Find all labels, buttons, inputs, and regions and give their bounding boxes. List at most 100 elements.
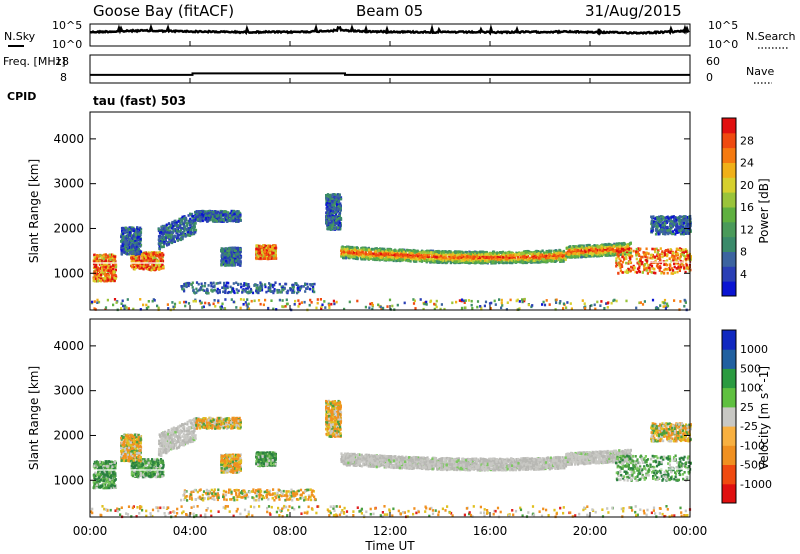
range-cell	[469, 260, 472, 264]
range-cell	[142, 259, 146, 262]
range-cell	[188, 219, 191, 223]
range-cell	[135, 252, 139, 255]
range-cell	[263, 257, 266, 260]
range-cell	[102, 254, 105, 257]
range-cell	[332, 197, 335, 200]
range-cell	[544, 260, 547, 264]
range-cell	[183, 215, 186, 218]
range-cell	[100, 271, 103, 275]
range-cell	[184, 220, 187, 223]
range-cell	[585, 244, 588, 247]
range-cell	[167, 234, 170, 237]
range-cell	[583, 250, 587, 254]
range-cell	[113, 264, 116, 268]
range-cell	[622, 243, 625, 246]
range-cell	[236, 246, 239, 250]
range-cell	[231, 246, 234, 250]
range-cell	[236, 257, 239, 260]
range-cell	[515, 253, 518, 256]
range-cell	[104, 277, 107, 280]
range-cell	[267, 253, 270, 257]
range-cell	[184, 235, 187, 238]
range-cell	[191, 212, 194, 216]
range-cell	[504, 260, 507, 263]
range-cell	[106, 276, 109, 280]
range-cell	[151, 252, 154, 256]
range-cell	[570, 251, 573, 255]
range-cell	[335, 210, 338, 214]
range-cell	[94, 277, 97, 281]
range-cell	[176, 237, 179, 241]
range-cell	[168, 231, 171, 235]
range-cell	[330, 220, 333, 223]
range-cell	[169, 225, 172, 229]
range-cell	[523, 254, 527, 258]
range-cell	[97, 276, 100, 279]
range-cell	[334, 216, 337, 220]
range-cell	[237, 215, 240, 219]
range-cell	[239, 248, 242, 252]
range-cell	[175, 231, 178, 234]
range-cell	[135, 245, 138, 249]
range-cell	[576, 247, 579, 251]
range-cell	[513, 256, 516, 260]
range-cell	[93, 265, 96, 269]
range-cell	[337, 200, 340, 204]
range-cell	[177, 219, 180, 223]
range-cell	[506, 259, 509, 263]
range-cell	[192, 216, 195, 220]
range-cell	[162, 243, 165, 247]
range-cell	[133, 268, 136, 271]
range-cell	[162, 227, 165, 230]
range-cell	[93, 279, 96, 283]
range-cell	[176, 224, 179, 227]
range-cell	[113, 257, 117, 261]
range-cell	[222, 262, 225, 266]
range-cell	[164, 227, 167, 231]
range-cell	[364, 250, 367, 254]
range-cell	[327, 219, 330, 223]
range-cell	[460, 261, 463, 264]
range-cell	[261, 251, 264, 254]
range-cell	[271, 246, 274, 249]
range-cell	[129, 233, 132, 236]
range-cell	[170, 230, 173, 234]
cpid-label: CPID	[7, 90, 36, 103]
range-cell	[104, 257, 107, 260]
range-cell	[264, 250, 267, 254]
range-cell	[258, 251, 261, 254]
range-cell	[234, 219, 237, 222]
range-cell	[144, 260, 147, 264]
range-cell	[149, 258, 152, 261]
range-cell	[108, 275, 111, 279]
range-cell	[521, 258, 525, 261]
range-cell	[272, 256, 275, 259]
range-cell	[230, 263, 233, 267]
station-title: Goose Bay (fitACF)	[93, 2, 234, 20]
range-cell	[226, 261, 229, 264]
range-cell	[222, 260, 225, 264]
range-cell	[104, 259, 107, 263]
range-cell	[161, 239, 164, 242]
range-cell	[192, 219, 195, 222]
range-cell	[443, 260, 446, 264]
range-cell	[215, 220, 219, 223]
range-cell	[111, 264, 115, 267]
range-cell	[238, 259, 241, 262]
range-cell	[425, 260, 428, 263]
range-cell	[130, 226, 133, 229]
range-cell	[232, 263, 235, 267]
range-cell	[576, 254, 579, 258]
range-cell	[625, 247, 628, 250]
range-cell	[154, 264, 157, 268]
range-cell	[226, 259, 229, 262]
range-cell	[169, 240, 172, 244]
beam-title: Beam 05	[356, 2, 423, 20]
range-cell	[325, 216, 328, 219]
range-cell	[330, 201, 333, 205]
range-cell	[336, 207, 339, 210]
range-cell	[255, 250, 258, 254]
range-cell	[99, 273, 103, 277]
range-cell	[161, 232, 165, 236]
range-cell	[183, 227, 186, 231]
